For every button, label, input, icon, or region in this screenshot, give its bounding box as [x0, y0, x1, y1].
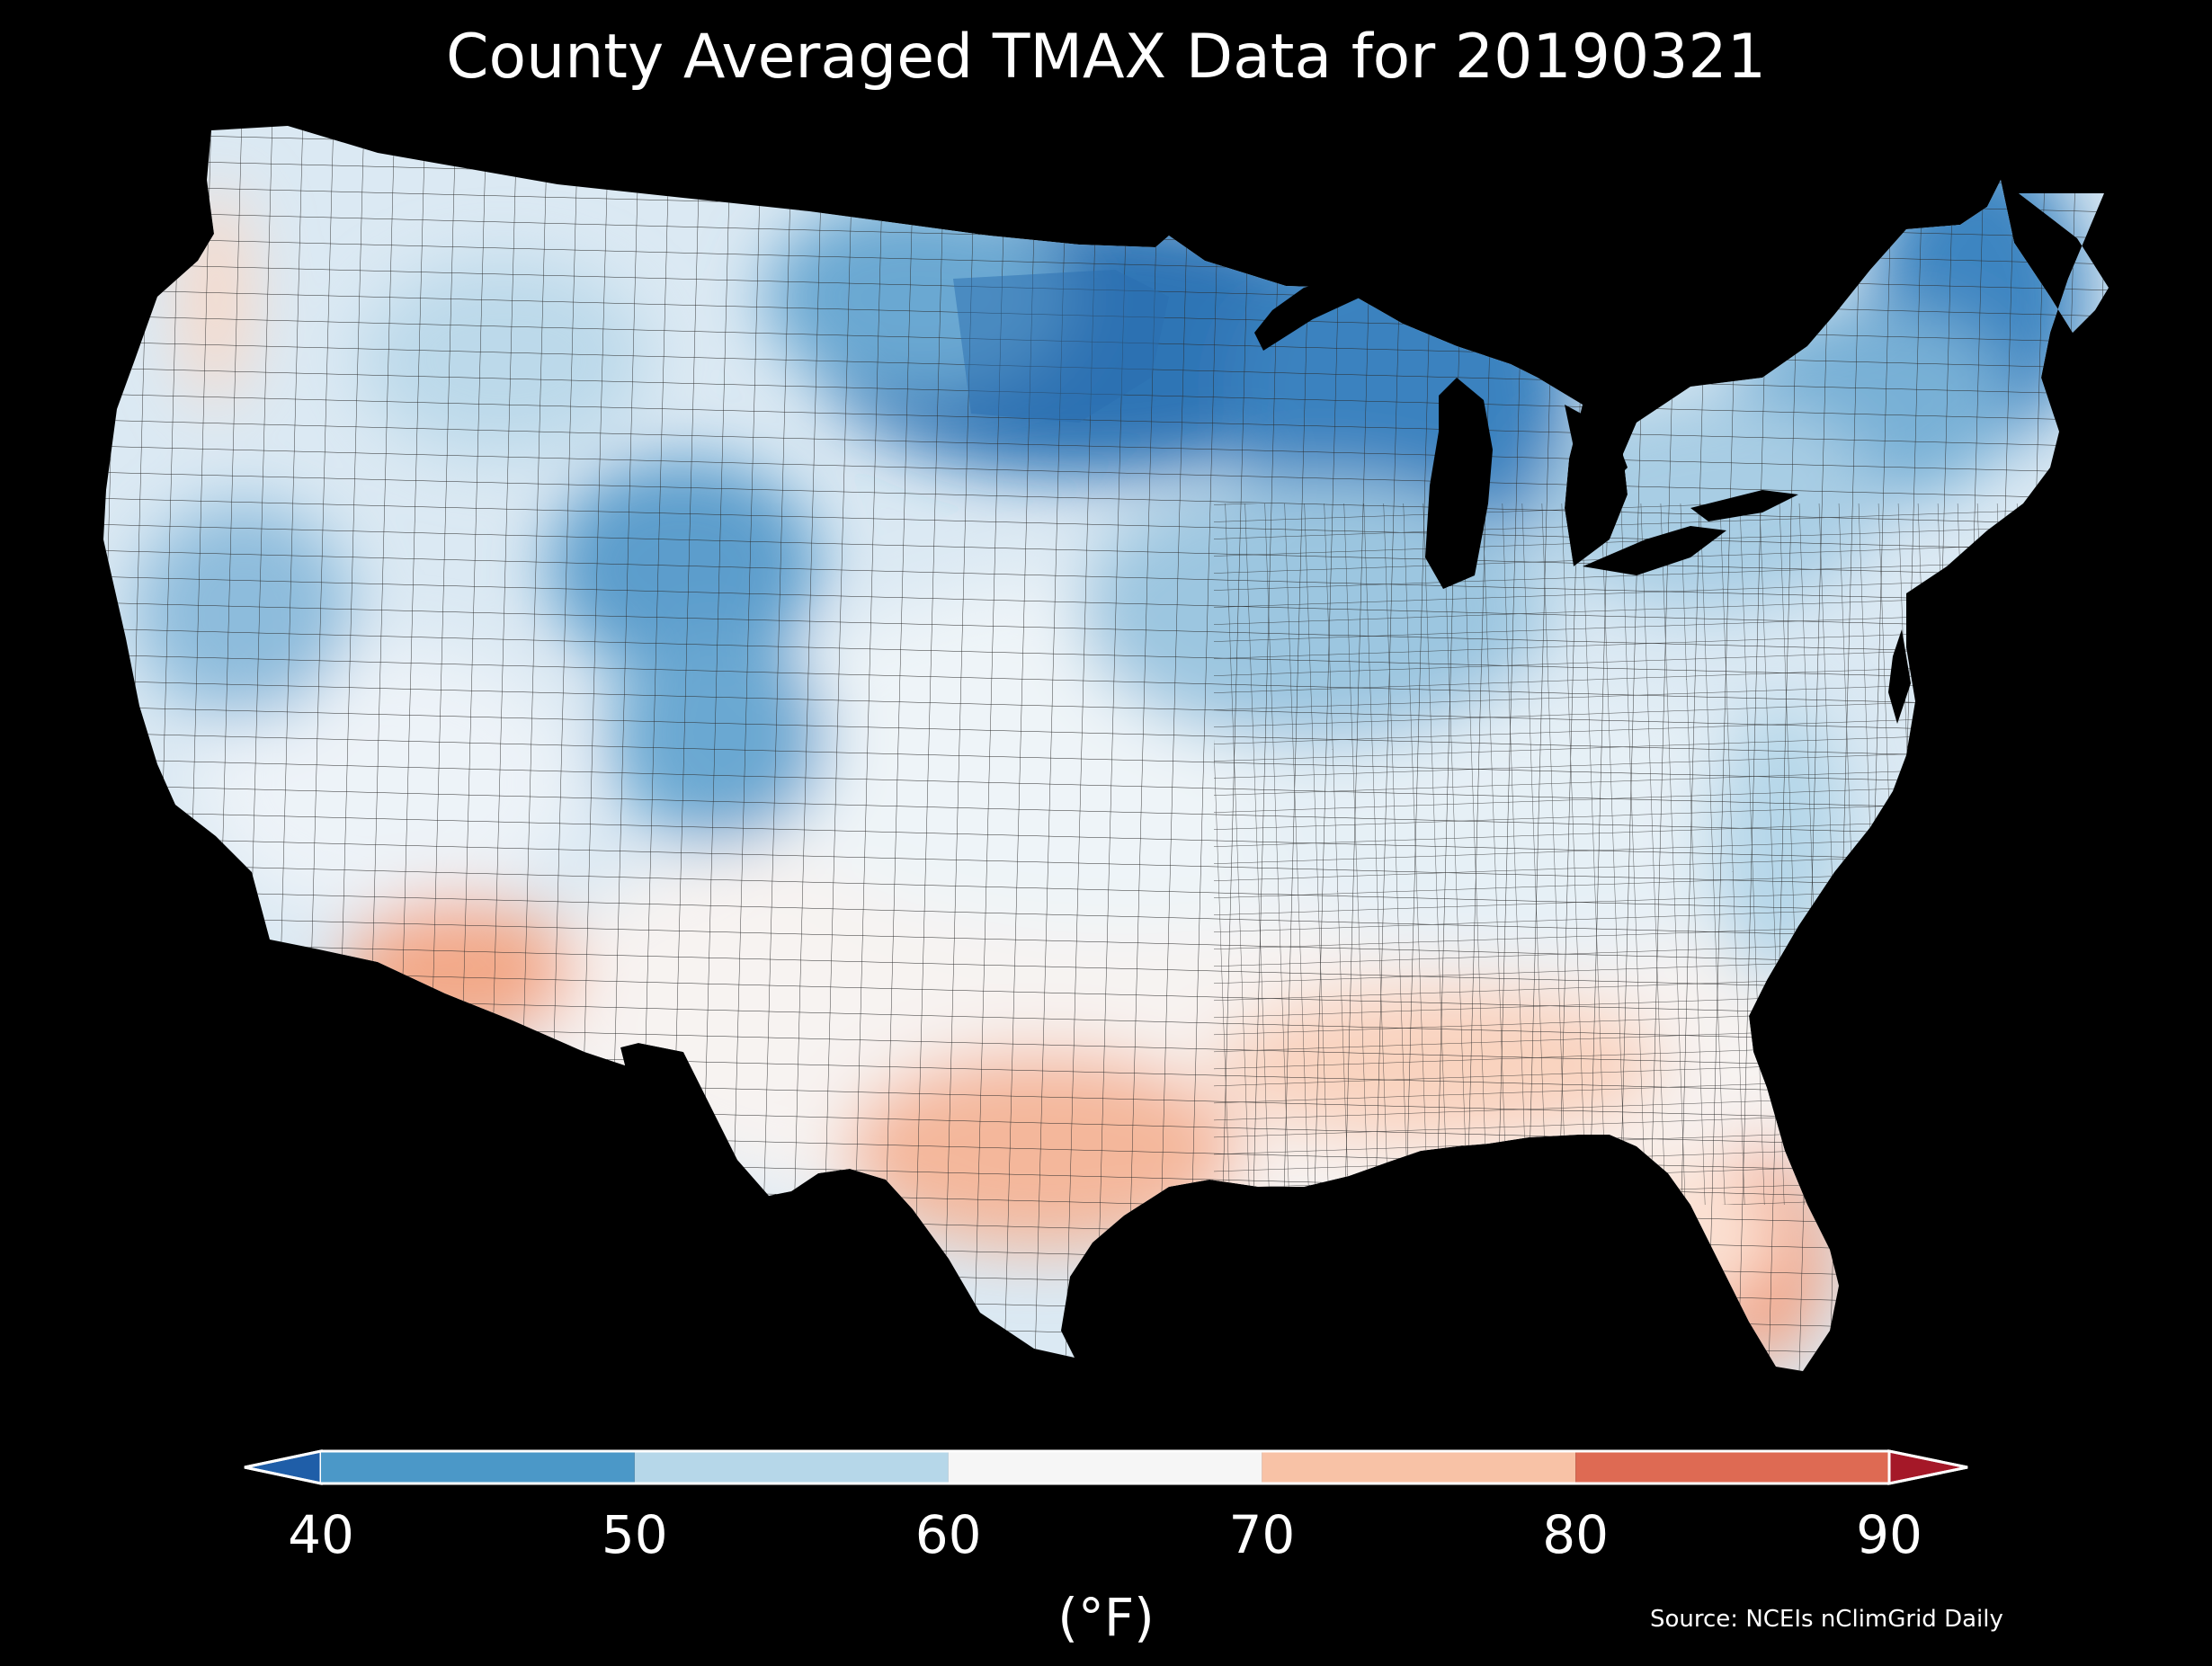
colorbar-bin-50-60 [634, 1451, 949, 1483]
colorbar-tick-80: 80 [1542, 1504, 1610, 1565]
colorbar-tick-70: 70 [1228, 1504, 1296, 1565]
colorbar-bin-70-80 [1262, 1451, 1576, 1483]
page-title: County Averaged TMAX Data for 20190321 [446, 22, 1766, 93]
colorbar-under-arrow [244, 1449, 323, 1485]
source-note: Source: NCEIs nClimGrid Daily [1650, 1606, 2003, 1633]
colorbar-over-arrow [1887, 1449, 1968, 1485]
colorbar-tick-40: 40 [288, 1504, 354, 1565]
colorbar-unit-label: (°F) [1057, 1587, 1155, 1648]
colorbar-bin-60-70 [948, 1451, 1262, 1483]
colorbar-tick-50: 50 [601, 1504, 668, 1565]
colorbar [244, 1449, 1968, 1485]
colorbar-bin-80-90 [1575, 1451, 1889, 1483]
colorbar-tick-90: 90 [1856, 1504, 1922, 1565]
colorbar-tick-60: 60 [914, 1504, 982, 1565]
colorbar-bin-40-50 [321, 1451, 635, 1483]
great-lakes [1254, 270, 1911, 724]
